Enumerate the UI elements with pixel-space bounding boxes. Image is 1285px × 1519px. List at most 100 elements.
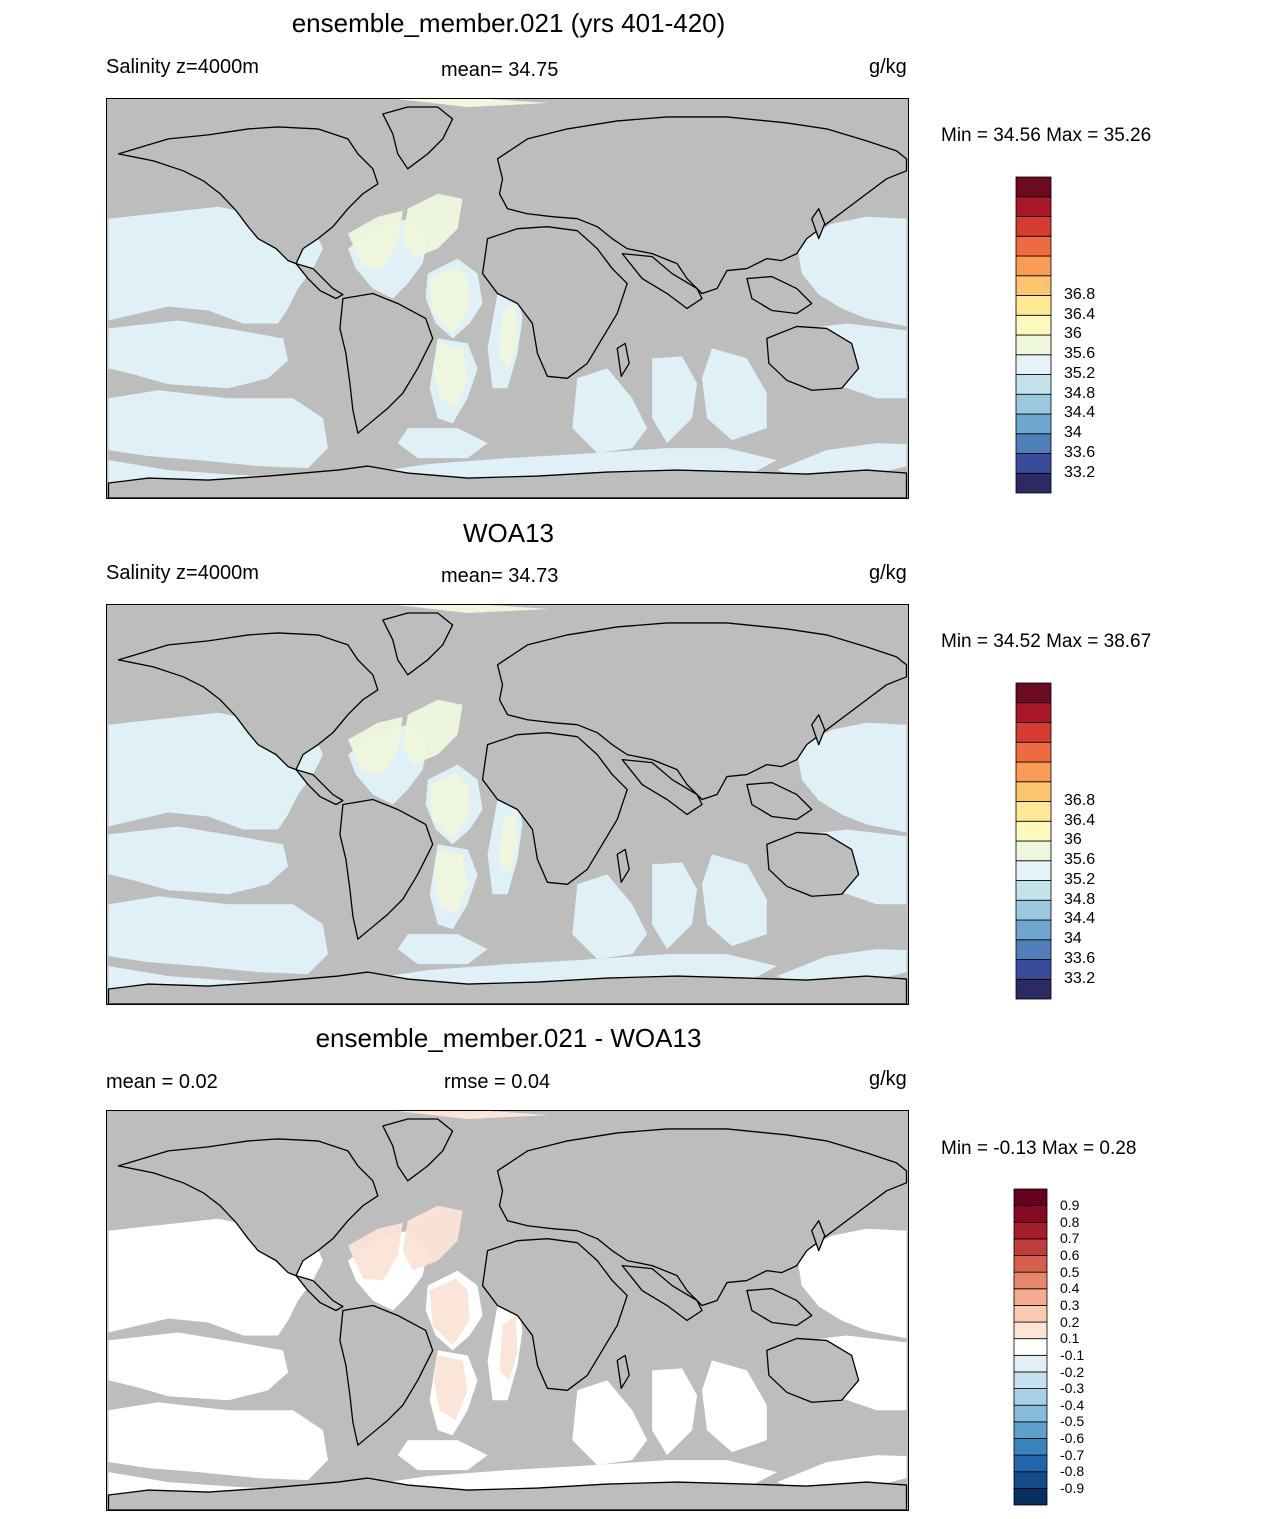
colorbar-segment bbox=[1015, 978, 1052, 1000]
colorbar-segment bbox=[1015, 176, 1052, 198]
salinity-highlight-regions bbox=[347, 605, 548, 915]
colorbar-segment bbox=[1013, 1305, 1048, 1323]
salinity-highlight bbox=[499, 809, 518, 875]
coastline bbox=[621, 1264, 703, 1322]
colorbar-segment bbox=[1013, 1321, 1048, 1340]
salinity-highlight bbox=[402, 193, 463, 259]
colorbar-tick-label: -0.1 bbox=[1060, 1346, 1085, 1363]
colorbar-segment bbox=[1015, 334, 1052, 356]
min-max-label: Min = 34.52 Max = 38.67 bbox=[941, 631, 1152, 652]
salinity-highlight bbox=[433, 849, 468, 915]
colorbar-segment bbox=[1015, 453, 1052, 474]
coastlines bbox=[107, 612, 908, 1004]
ocean-basin bbox=[652, 862, 698, 950]
coastline bbox=[107, 971, 908, 1004]
colorbar-tick-label: 33.6 bbox=[1064, 949, 1096, 967]
ocean-basin bbox=[572, 368, 648, 454]
variable-label: Salinity z=4000m bbox=[106, 56, 259, 78]
salinity-highlight bbox=[429, 772, 470, 840]
colorbar-segment bbox=[1013, 1404, 1048, 1423]
colorbar-segment bbox=[1015, 374, 1052, 395]
colorbar-tick-label: 34.4 bbox=[1064, 404, 1096, 422]
mean-label: mean= 34.75 bbox=[441, 59, 559, 81]
colorbar-segment bbox=[1013, 1487, 1048, 1506]
salinity-highlight bbox=[402, 1205, 463, 1271]
coastline bbox=[481, 1238, 628, 1391]
ocean-basin bbox=[108, 320, 289, 389]
colorbar-segment bbox=[1015, 413, 1052, 435]
coastline bbox=[746, 1287, 813, 1327]
colorbar-tick-label: 33.2 bbox=[1064, 969, 1096, 987]
coastline bbox=[117, 632, 379, 771]
colorbar-segment bbox=[1013, 1421, 1048, 1439]
salinity-highlight bbox=[347, 210, 403, 269]
colorbar-segment bbox=[1015, 959, 1052, 980]
coastline bbox=[616, 1354, 630, 1389]
coastline bbox=[811, 208, 826, 240]
salinity-map-svg bbox=[107, 605, 908, 1004]
colorbar-segment bbox=[1015, 472, 1052, 494]
colorbar-segment bbox=[1013, 1454, 1048, 1473]
coastline bbox=[766, 1337, 860, 1403]
ocean-basin bbox=[572, 874, 648, 960]
colorbar-tick-label: 0.2 bbox=[1060, 1313, 1080, 1330]
colorbar-tick-label: -0.8 bbox=[1060, 1463, 1085, 1480]
colorbar-segment bbox=[1013, 1288, 1048, 1306]
coastline bbox=[339, 798, 434, 940]
world-map bbox=[106, 98, 909, 499]
colorbar-tick-label: -0.4 bbox=[1060, 1396, 1085, 1413]
coastline bbox=[811, 1220, 826, 1252]
coastline bbox=[621, 252, 703, 310]
coastline bbox=[295, 1274, 344, 1312]
colorbar-tick-label: 36.8 bbox=[1064, 791, 1096, 809]
colorbar-tick-label: 0.4 bbox=[1060, 1280, 1080, 1297]
colorbar-tick-label: 35.2 bbox=[1064, 870, 1096, 888]
coastline bbox=[746, 781, 813, 821]
colorbar-tick-label: 34.8 bbox=[1064, 890, 1096, 908]
colorbar-segment bbox=[1015, 235, 1052, 257]
ocean-basin bbox=[652, 1368, 698, 1456]
colorbar-tick-label: 0.1 bbox=[1060, 1330, 1080, 1347]
coastline bbox=[295, 768, 344, 806]
colorbar-segment bbox=[1015, 433, 1052, 454]
salinity-highlight bbox=[347, 1222, 403, 1281]
salinity-difference-map-svg bbox=[107, 1111, 908, 1510]
colorbar-segment bbox=[1015, 939, 1052, 960]
colorbar-segment bbox=[1015, 820, 1052, 842]
colorbar-tick-label: 0.3 bbox=[1060, 1297, 1080, 1314]
variable-label: Salinity z=4000m bbox=[106, 562, 259, 584]
coastline bbox=[746, 275, 813, 315]
world-map bbox=[106, 1110, 909, 1511]
coastline bbox=[481, 732, 628, 885]
ocean-basin bbox=[108, 826, 289, 895]
salinity-map-svg bbox=[107, 99, 908, 498]
coastline bbox=[616, 848, 630, 883]
salinity-highlight bbox=[433, 343, 468, 409]
min-max-label: Min = 34.56 Max = 35.26 bbox=[941, 125, 1152, 146]
colorbar-tick-label: 34 bbox=[1064, 930, 1082, 948]
colorbar-segment bbox=[1013, 1371, 1048, 1389]
colorbar-segment bbox=[1015, 196, 1052, 217]
colorbar-segment bbox=[1015, 919, 1052, 941]
colorbar-segment bbox=[1015, 702, 1052, 723]
colorbar-segment bbox=[1015, 880, 1052, 901]
colorbar-tick-label: 36.4 bbox=[1064, 811, 1096, 829]
ocean-basin bbox=[796, 722, 907, 833]
colorbar-tick-label: 33.6 bbox=[1064, 443, 1096, 461]
colorbar-segment bbox=[1015, 722, 1052, 743]
colorbar-tick-label: 36 bbox=[1064, 325, 1082, 343]
colorbar-tick-label: 0.8 bbox=[1060, 1213, 1080, 1230]
colorbar-tick-label: 34 bbox=[1064, 424, 1082, 442]
coastline bbox=[339, 1304, 434, 1446]
coastline bbox=[117, 126, 379, 265]
salinity-highlight-regions bbox=[347, 99, 548, 409]
ocean-basin bbox=[702, 854, 767, 947]
ocean-basin bbox=[397, 1440, 488, 1471]
coastline bbox=[496, 116, 908, 295]
salinity-highlight bbox=[429, 1278, 470, 1346]
colorbar-segment bbox=[1013, 1205, 1048, 1223]
salinity-highlight bbox=[347, 716, 403, 775]
coastline bbox=[481, 226, 628, 379]
colorbar-tick-label: 35.6 bbox=[1064, 345, 1096, 363]
mean-label: mean= 34.73 bbox=[441, 565, 559, 587]
